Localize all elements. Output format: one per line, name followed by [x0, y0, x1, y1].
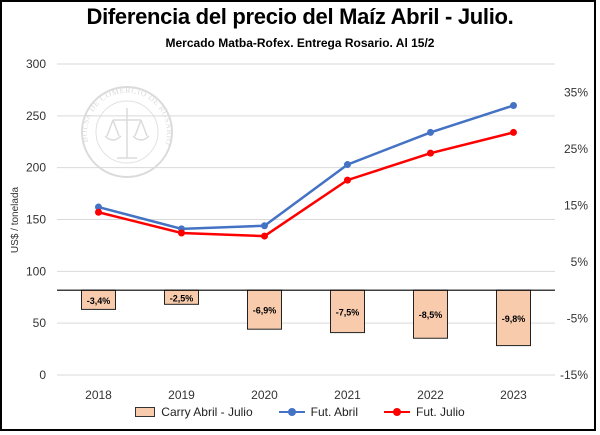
carry-bar: [247, 289, 282, 330]
y-left-tick-label: 100: [26, 264, 46, 278]
carry-bar: [330, 289, 365, 334]
point-abril: [261, 222, 268, 230]
chart-title: Diferencia del precio del Maíz Abril - J…: [86, 4, 514, 29]
y-left-tick-label: 250: [26, 109, 46, 123]
y-left-tick-label: 200: [26, 161, 46, 175]
y-left-tick-label: 300: [26, 57, 46, 71]
point-abril: [427, 128, 434, 136]
carry-bar-label: -3,4%: [87, 296, 111, 306]
watermark-seal: BOLSA DE COMERCIO DE ROSARIO: [80, 86, 174, 178]
y-right-tick-label: -5%: [567, 311, 589, 325]
point-julio: [95, 208, 102, 216]
legend-label-julio: Fut. Julio: [416, 405, 465, 419]
x-tick-label: 2020: [251, 388, 278, 402]
x-tick-label: 2021: [334, 388, 361, 402]
point-abril: [510, 101, 517, 109]
point-julio: [510, 128, 517, 136]
y-left-tick-label: 50: [33, 316, 47, 330]
point-abril: [95, 203, 102, 211]
carry-bar: [413, 289, 448, 339]
y-left-tick-label: 0: [39, 368, 46, 382]
y-right-tick-label: 15%: [564, 198, 588, 212]
x-tick-label: 2022: [417, 388, 444, 402]
legend-bar-swatch: [135, 407, 156, 417]
x-tick-label: 2018: [85, 388, 112, 402]
legend-item-carry: Carry Abril - Julio: [135, 405, 253, 419]
legend-line-swatch-abril: [278, 407, 305, 417]
line-julio: [98, 131, 514, 238]
carry-bar-label: -7,5%: [336, 307, 360, 317]
point-abril: [344, 161, 351, 169]
carry-bar-label: -2,5%: [170, 293, 194, 303]
y-axis-label: US$ / tonelada: [10, 186, 21, 253]
y-right-tick-label: 35%: [564, 85, 588, 99]
line-abril: [98, 104, 514, 231]
chart-legend: Carry Abril - Julio Fut. Abril Fut. Juli…: [0, 405, 600, 419]
x-tick-label: 2019: [168, 388, 195, 402]
point-julio: [427, 149, 434, 157]
chart-subtitle: Mercado Matba-Rofex. Entrega Rosario. Al…: [165, 36, 435, 50]
carry-bar-label: -8,5%: [419, 310, 443, 320]
carry-bar-label: -9,8%: [502, 314, 526, 324]
point-julio: [344, 176, 351, 184]
legend-label-carry: Carry Abril - Julio: [161, 405, 253, 419]
y-left-tick-label: 150: [26, 213, 46, 227]
legend-line-swatch-julio: [384, 407, 411, 417]
legend-item-julio: Fut. Julio: [384, 405, 465, 419]
carry-bar: [496, 289, 531, 347]
legend-label-abril: Fut. Abril: [310, 405, 359, 419]
y-right-tick-label: -15%: [560, 368, 588, 382]
point-julio: [178, 229, 185, 237]
carry-bar-label: -6,9%: [253, 306, 277, 316]
x-tick-label: 2023: [500, 388, 527, 402]
point-julio: [261, 232, 268, 240]
y-right-tick-label: 25%: [564, 142, 588, 156]
legend-item-abril: Fut. Abril: [278, 405, 359, 419]
y-right-tick-label: 5%: [571, 255, 589, 269]
